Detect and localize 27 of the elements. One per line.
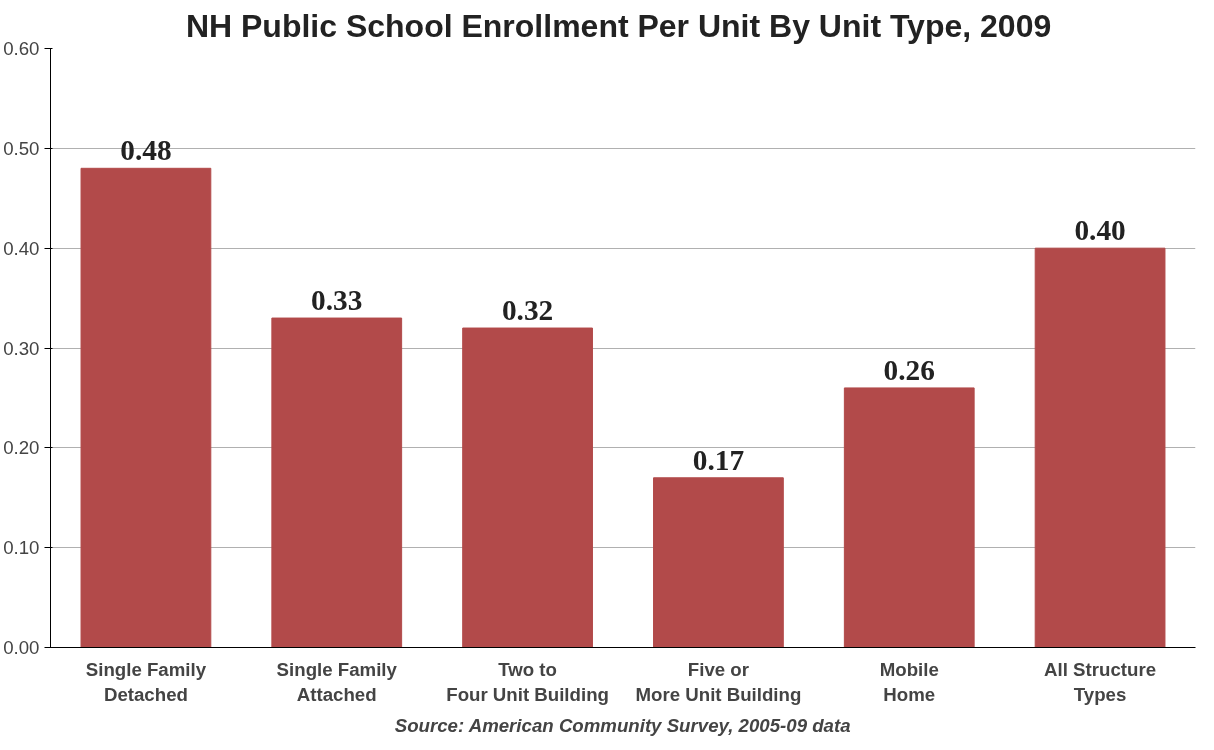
x-tick-label: Five or More Unit Building [635, 658, 802, 705]
data-label: 0.17 [692, 443, 745, 476]
y-tick-label: 0.40 [3, 237, 40, 259]
y-tick-label: 0.30 [3, 337, 40, 359]
y-tick-label: 0.10 [3, 537, 40, 559]
data-label: 0.32 [501, 294, 554, 327]
y-tick-label: 0.20 [3, 437, 40, 459]
bar [462, 327, 593, 648]
x-tick-label: Mobile Home [879, 658, 939, 705]
bar [653, 477, 784, 648]
bar [843, 387, 975, 648]
y-tick-label: 0.50 [3, 137, 40, 159]
data-label: 0.26 [883, 353, 935, 386]
data-label: 0.40 [1074, 214, 1126, 247]
x-tick-label: Two to Four Unit Building [446, 658, 609, 705]
data-label: 0.33 [311, 284, 363, 317]
x-tick-label: Single Family Attached [276, 658, 398, 705]
data-label: 0.48 [120, 134, 172, 167]
x-tick-label: All Structure Types [1044, 658, 1157, 705]
y-tick-label: 0.00 [3, 637, 40, 658]
bar [80, 167, 212, 648]
x-tick-label: Single Family Detached [85, 658, 207, 705]
bar [271, 317, 403, 648]
bar [1034, 247, 1166, 648]
source-note: Source: American Community Survey, 2005-09 data [394, 714, 851, 736]
y-tick-label: 0.60 [3, 38, 40, 59]
chart-title: NH Public School Enrollment Per Unit By Unit Type, 2009 [185, 7, 1052, 44]
